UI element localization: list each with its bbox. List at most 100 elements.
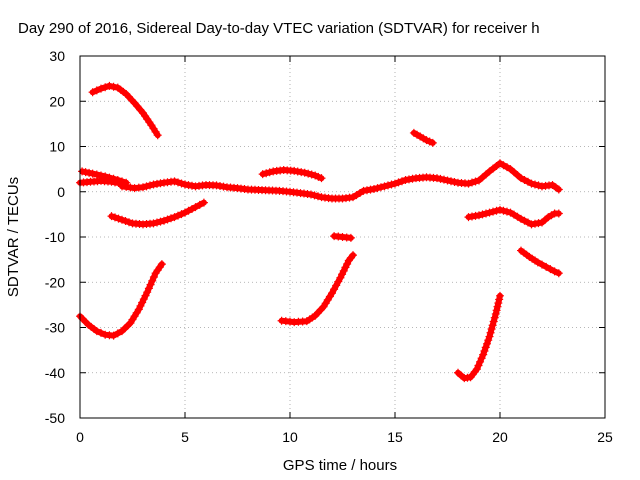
data-point: [479, 350, 488, 359]
series-s11: [454, 291, 504, 383]
data-point: [550, 267, 559, 276]
y-axis-label: SDTVAR / TECUs: [5, 177, 22, 297]
data-point: [88, 169, 97, 178]
data-point: [109, 331, 118, 340]
series-s13: [517, 246, 563, 278]
x-tick-label: 15: [387, 429, 403, 445]
data-point: [97, 171, 105, 180]
data-point: [492, 306, 501, 315]
data-point: [359, 186, 368, 195]
x-tick-label: 0: [76, 429, 84, 445]
series-s3: [78, 167, 131, 187]
data-point: [107, 212, 116, 221]
data-point: [503, 207, 511, 216]
data-point: [118, 215, 126, 224]
data-point: [346, 233, 355, 242]
data-point: [184, 181, 193, 190]
data-point: [482, 339, 491, 348]
data-point: [174, 211, 182, 220]
data-point: [496, 205, 504, 214]
data-point: [349, 251, 357, 260]
x-tick-label: 25: [597, 429, 613, 445]
series-s1: [88, 81, 162, 140]
data-point: [554, 209, 563, 218]
data-point: [554, 269, 563, 278]
data-point: [142, 182, 151, 191]
data-point: [157, 260, 166, 269]
data-point: [491, 309, 500, 318]
data-point: [489, 207, 497, 216]
data-point: [499, 206, 508, 215]
data-point: [527, 220, 536, 229]
data-point: [373, 184, 382, 193]
data-point: [92, 86, 101, 95]
data-point: [113, 175, 122, 184]
data-point: [476, 357, 485, 366]
data-point: [486, 328, 495, 337]
data-point: [527, 179, 536, 188]
data-point: [433, 174, 441, 183]
data-point: [494, 299, 503, 308]
data-point: [149, 219, 158, 228]
data-point: [503, 163, 511, 172]
data-point: [290, 166, 299, 175]
data-point: [212, 181, 221, 190]
series-s12: [464, 205, 563, 229]
data-point: [394, 178, 403, 187]
data-point: [384, 181, 392, 190]
data-point: [177, 179, 186, 188]
data-point: [428, 138, 437, 147]
data-point: [436, 174, 445, 183]
data-point: [139, 183, 147, 192]
data-point: [405, 175, 413, 184]
data-point: [493, 302, 502, 311]
data-point: [136, 301, 145, 310]
data-point: [380, 182, 389, 191]
data-point: [377, 183, 385, 192]
data-point: [472, 365, 481, 374]
data-point: [485, 208, 494, 217]
data-point: [387, 180, 396, 189]
data-point: [478, 210, 487, 219]
data-point: [101, 83, 110, 92]
data-point: [146, 181, 154, 190]
data-point: [489, 317, 498, 326]
data-point: [258, 170, 267, 179]
data-point: [148, 276, 157, 285]
data-point: [121, 217, 130, 226]
y-tick-label: 20: [49, 93, 65, 109]
series-s5: [107, 198, 208, 229]
data-point: [177, 210, 186, 219]
data-point: [219, 182, 228, 191]
data-point: [524, 218, 532, 227]
data-point: [146, 280, 155, 289]
series-s4: [118, 159, 563, 203]
data-point: [499, 161, 508, 170]
data-point: [341, 263, 350, 272]
data-point: [464, 213, 473, 222]
data-point: [533, 258, 542, 267]
data-point: [471, 211, 480, 220]
data-point: [81, 168, 90, 177]
data-point: [92, 170, 101, 179]
data-point: [307, 190, 315, 199]
data-point: [109, 82, 118, 91]
y-tick-label: -20: [45, 274, 65, 290]
data-point: [191, 203, 200, 212]
data-point: [343, 259, 352, 268]
data-point: [440, 175, 448, 184]
data-point: [101, 172, 110, 181]
data-point: [153, 131, 162, 140]
x-tick-label: 20: [492, 429, 508, 445]
data-point: [167, 214, 175, 223]
y-tick-label: 10: [49, 139, 65, 155]
data-point: [401, 175, 410, 184]
data-point: [534, 219, 543, 228]
data-point: [170, 177, 179, 186]
data-point: [370, 185, 378, 194]
data-point: [487, 325, 496, 334]
data-point: [314, 192, 322, 201]
y-tick-label: 30: [49, 48, 65, 64]
data-point: [88, 88, 97, 97]
data-point: [149, 180, 158, 189]
